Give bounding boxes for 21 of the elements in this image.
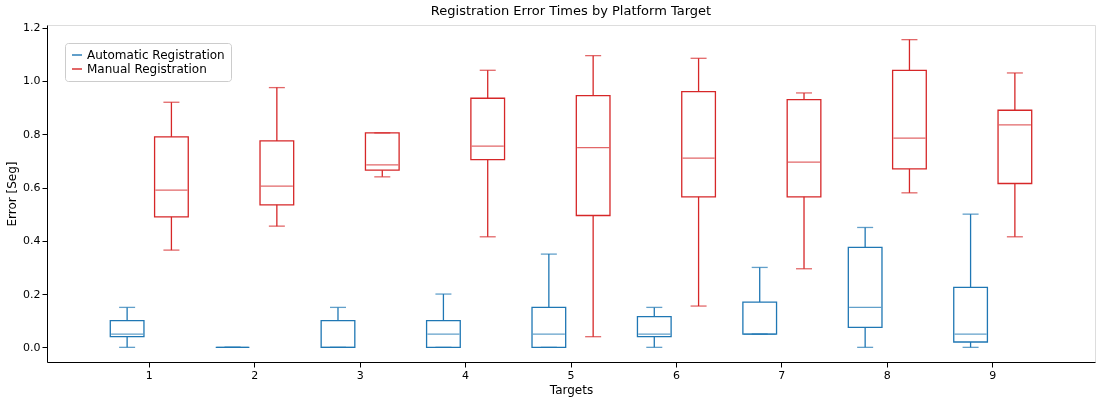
y-tick-label: 1.2 [23, 21, 41, 35]
y-axis-title: Error [Seg] [5, 161, 20, 227]
x-tick-label: 6 [672, 368, 680, 382]
y-tick-label: 0.2 [23, 287, 41, 301]
y-tick-label: 0.8 [23, 127, 41, 141]
x-tick-label: 7 [778, 368, 786, 382]
y-tick-label: 0.4 [23, 234, 41, 248]
x-tick-label: 5 [567, 368, 575, 382]
legend-label: Manual Registration [87, 62, 207, 76]
y-tick-label: 0.0 [23, 340, 41, 354]
x-tick-label: 2 [251, 368, 259, 382]
x-tick-label: 4 [462, 368, 470, 382]
x-tick-label: 3 [356, 368, 364, 382]
x-tick-label: 1 [145, 368, 153, 382]
legend-label: Automatic Registration [87, 48, 225, 62]
y-tick-label: 1.0 [23, 74, 41, 88]
y-tick-label: 0.6 [23, 181, 41, 195]
x-tick-label: 9 [989, 368, 997, 382]
chart-title: Registration Error Times by Platform Target [430, 2, 712, 18]
x-tick-label: 8 [883, 368, 891, 382]
x-axis-title: Targets [548, 382, 594, 397]
